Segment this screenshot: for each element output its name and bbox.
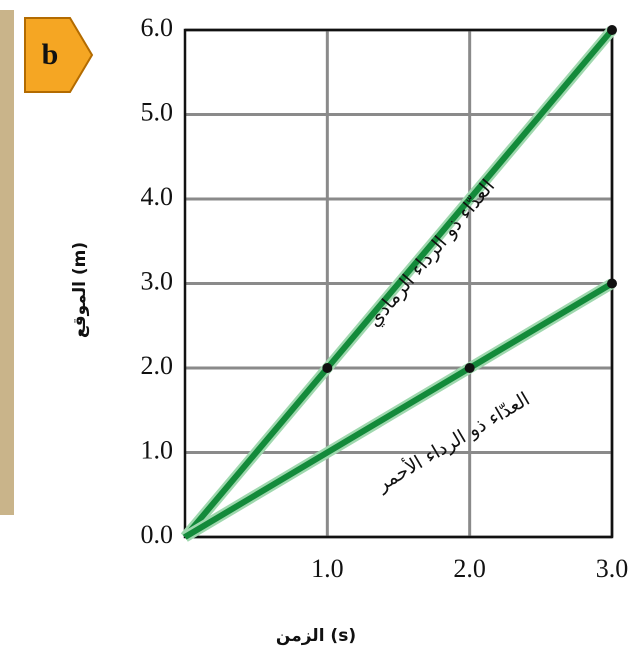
point xyxy=(322,363,333,373)
y-tick-label: 4.0 xyxy=(141,182,174,211)
y-tick-label: 3.0 xyxy=(141,266,174,295)
y-tick-label: 6.0 xyxy=(141,13,174,42)
y-tick-label: 1.0 xyxy=(141,435,174,464)
point xyxy=(607,25,617,35)
line xyxy=(183,280,614,540)
y-tick-label: 0.0 xyxy=(141,520,174,549)
y-axis-label: الموقع (m) xyxy=(70,242,90,338)
x-tick-label: 1.0 xyxy=(311,554,344,583)
x-tick-label: 3.0 xyxy=(596,554,629,583)
y-tick-label: 5.0 xyxy=(141,97,174,126)
badge xyxy=(24,17,94,93)
line-label: العدّاء ذو الرداء الأحمر xyxy=(372,387,534,496)
photo-edge xyxy=(0,10,14,515)
point xyxy=(607,278,617,289)
point xyxy=(464,363,475,373)
x-tick-label: 2.0 xyxy=(453,554,486,583)
x-axis-label: الزمن (s) xyxy=(276,626,356,646)
panel-label: b xyxy=(42,38,59,71)
y-tick-label: 2.0 xyxy=(141,351,174,380)
